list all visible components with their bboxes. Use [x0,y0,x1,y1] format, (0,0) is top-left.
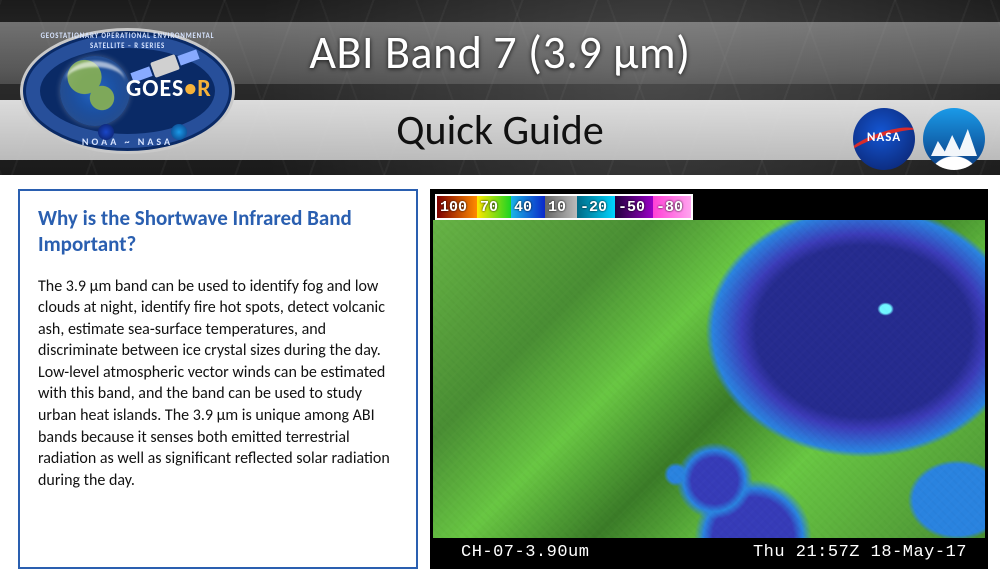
info-panel: Why is the Shortwave Infrared Band Impor… [18,189,418,569]
agency-logos [853,108,985,170]
satellite-image-panel: 100 70 40 10 -20 -50 -80 CH-07-3.90um Th… [430,189,988,569]
colorbar-seg-m80: -80 [653,196,691,218]
colorbar-seg-40: 40 [511,196,545,218]
colorbar-seg-100: 100 [437,196,477,218]
satellite-channel-label: CH-07-3.90um [461,543,589,562]
satellite-image-footer: CH-07-3.90um Thu 21:57Z 18-May-17 [433,538,985,566]
color-scale-bar: 100 70 40 10 -20 -50 -80 [435,194,693,220]
colorbar-label-m80: -80 [656,199,683,216]
nasa-logo-icon [853,108,915,170]
colorbar-label-100: 100 [440,199,467,216]
colorbar-label-70: 70 [480,199,498,216]
colorbar-label-10: 10 [548,199,566,216]
page-title: ABI Band 7 (3.9 µm) [309,25,690,81]
colorbar-label-m20: -20 [580,199,607,216]
colorbar-label-40: 40 [514,199,532,216]
header-banner: ABI Band 7 (3.9 µm) Quick Guide GEOSTATI… [0,0,1000,175]
nasa-mini-icon [98,124,114,140]
info-panel-body: The 3.9 µm band can be used to identify … [38,276,398,492]
satellite-image [433,220,985,538]
earth-icon [60,56,130,126]
colorbar-seg-m20: -20 [577,196,615,218]
colorbar-seg-70: 70 [477,196,511,218]
noaa-logo-icon [923,108,985,170]
page-subtitle: Quick Guide [396,105,603,156]
goesr-badge: GEOSTATIONARY OPERATIONAL ENVIRONMENTAL … [20,28,235,154]
content-area: Why is the Shortwave Infrared Band Impor… [0,175,1000,581]
info-panel-heading: Why is the Shortwave Infrared Band Impor… [38,205,398,258]
colorbar-seg-10: 10 [545,196,577,218]
colorbar-label-m50: -50 [618,199,645,216]
noaa-mini-icon [171,124,187,140]
satellite-timestamp: Thu 21:57Z 18-May-17 [753,543,967,562]
colorbar-seg-m50: -50 [615,196,653,218]
